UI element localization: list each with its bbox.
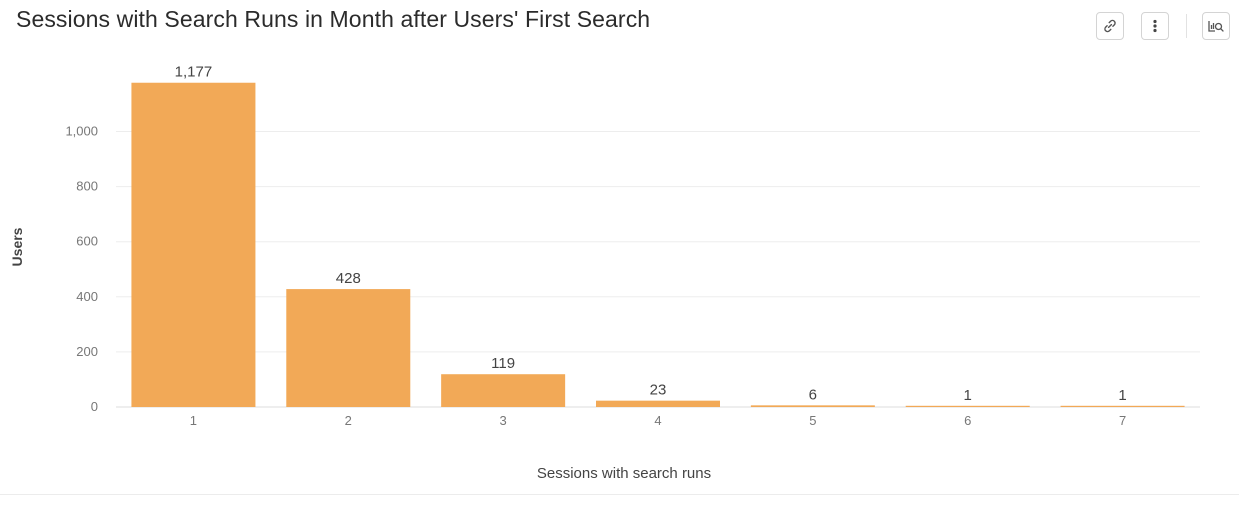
chart-title: Sessions with Search Runs in Month after… <box>16 6 651 32</box>
y-tick-label: 1,000 <box>65 124 98 139</box>
bar[interactable] <box>905 405 1030 407</box>
data-label: 1 <box>1118 387 1126 404</box>
bottom-divider <box>0 494 1239 495</box>
x-tick-label: 2 <box>345 413 352 428</box>
gridlines <box>116 131 1200 408</box>
link-icon <box>1102 18 1118 34</box>
y-tick-label: 400 <box>76 289 98 304</box>
y-tick-label: 200 <box>76 344 98 359</box>
data-label: 1 <box>964 387 972 404</box>
bars <box>131 82 1185 407</box>
y-tick-label: 800 <box>76 179 98 194</box>
y-tick-label: 0 <box>91 399 98 414</box>
data-labels: 1,177 428 119 23 6 1 1 <box>175 64 1127 404</box>
more-vertical-icon <box>1147 18 1163 34</box>
y-axis-ticks: 0 200 400 600 800 1,000 <box>65 124 98 415</box>
x-tick-label: 4 <box>654 413 661 428</box>
bar[interactable] <box>441 374 566 407</box>
data-label: 428 <box>336 270 361 287</box>
copy-link-button[interactable] <box>1096 12 1124 40</box>
bar[interactable] <box>750 405 875 407</box>
explore-chart-icon <box>1207 18 1225 34</box>
y-tick-label: 600 <box>76 234 98 249</box>
bar[interactable] <box>596 400 720 407</box>
more-options-button[interactable] <box>1141 12 1169 40</box>
data-label: 23 <box>650 382 667 399</box>
x-axis-ticks: 1 2 3 4 5 6 7 <box>190 413 1126 428</box>
explore-chart-button[interactable] <box>1202 12 1230 40</box>
x-tick-label: 1 <box>190 413 197 428</box>
x-tick-label: 5 <box>809 413 816 428</box>
bar[interactable] <box>286 289 411 407</box>
data-label: 6 <box>809 386 817 403</box>
x-tick-label: 3 <box>500 413 507 428</box>
x-axis-title: Sessions with search runs <box>537 465 711 482</box>
bar[interactable] <box>131 82 256 407</box>
toolbar-divider <box>1186 14 1187 38</box>
x-tick-label: 7 <box>1119 413 1126 428</box>
bar[interactable] <box>1060 405 1185 407</box>
x-tick-label: 6 <box>964 413 971 428</box>
data-label: 1,177 <box>175 64 213 81</box>
y-axis-title: Users <box>9 227 25 266</box>
data-label: 119 <box>491 355 515 372</box>
